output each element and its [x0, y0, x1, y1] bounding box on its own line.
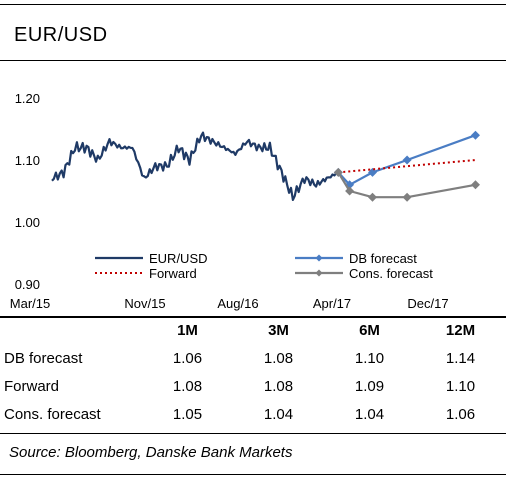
x-tick-label: Aug/16 — [217, 296, 258, 311]
db-forecast-marker — [470, 130, 480, 140]
eurusd-chart: 0.90 1.00 1.10 1.20 Mar/15 Nov/15 Aug/16 Apr/17… — [10, 91, 480, 311]
table-cell: 1.14 — [445, 349, 476, 367]
table-cell: 1.10 — [354, 349, 385, 367]
chart-table-rule — [0, 316, 506, 318]
title-rule — [0, 60, 506, 61]
cons-forecast-marker — [345, 186, 355, 196]
table-cell: 1.06 — [445, 405, 476, 423]
top-rule — [0, 4, 506, 5]
legend-marker — [315, 269, 323, 277]
table-header-cell — [0, 316, 142, 344]
db-forecast-marker — [368, 167, 378, 177]
y-tick-label: 0.90 — [15, 277, 40, 292]
chart-title: EUR/USD — [14, 24, 108, 46]
table-row: Forward 1.08 1.08 1.09 1.10 — [0, 372, 506, 400]
x-tick-label: Apr/17 — [313, 296, 351, 311]
db-forecast-marker — [402, 155, 412, 165]
table-header-cell: 3M — [268, 321, 289, 339]
legend-label: DB forecast — [349, 251, 417, 266]
table-header-cell: 12M — [445, 321, 476, 339]
table-header-row: 1M 3M 6M 12M — [0, 316, 506, 344]
x-tick-label: Mar/15 — [10, 296, 50, 311]
bottom-rule — [0, 474, 506, 475]
legend-label: Forward — [149, 266, 197, 281]
table-cell: 1.08 — [263, 377, 294, 395]
source-note: Source: Bloomberg, Danske Bank Markets — [9, 444, 293, 461]
row-label: DB forecast — [4, 349, 83, 367]
cons-forecast-marker — [402, 192, 412, 202]
table-cell: 1.09 — [354, 377, 385, 395]
table-header-cell: 6M — [359, 321, 380, 339]
table-cell: 1.06 — [172, 349, 203, 367]
cons-forecast-marker — [333, 167, 343, 177]
table-cell: 1.04 — [354, 405, 385, 423]
row-label: Forward — [4, 377, 60, 395]
legend-label: Cons. forecast — [349, 266, 433, 281]
forecast-table: 1M 3M 6M 12M DB forecast 1.06 1.08 1.10 … — [0, 316, 506, 428]
y-tick-label: 1.00 — [15, 215, 40, 230]
table-row: Cons. forecast 1.05 1.04 1.04 1.06 — [0, 400, 506, 428]
eurusd-history-line — [51, 131, 339, 201]
table-cell: 1.08 — [263, 349, 294, 367]
x-tick-label: Nov/15 — [124, 296, 165, 311]
source-rule — [0, 433, 506, 434]
x-tick-label: Dec/17 — [407, 296, 448, 311]
legend-label: EUR/USD — [149, 251, 208, 266]
y-tick-label: 1.20 — [15, 91, 40, 106]
legend-marker — [315, 254, 323, 262]
cons-forecast-marker — [368, 192, 378, 202]
row-label: Cons. forecast — [4, 405, 101, 423]
y-tick-label: 1.10 — [15, 153, 40, 168]
table-cell: 1.05 — [172, 405, 203, 423]
table-cell: 1.10 — [445, 377, 476, 395]
table-cell: 1.04 — [263, 405, 294, 423]
table-header-cell: 1M — [177, 321, 198, 339]
cons-forecast-marker — [470, 180, 480, 190]
table-row: DB forecast 1.06 1.08 1.10 1.14 — [0, 344, 506, 372]
table-cell: 1.08 — [172, 377, 203, 395]
